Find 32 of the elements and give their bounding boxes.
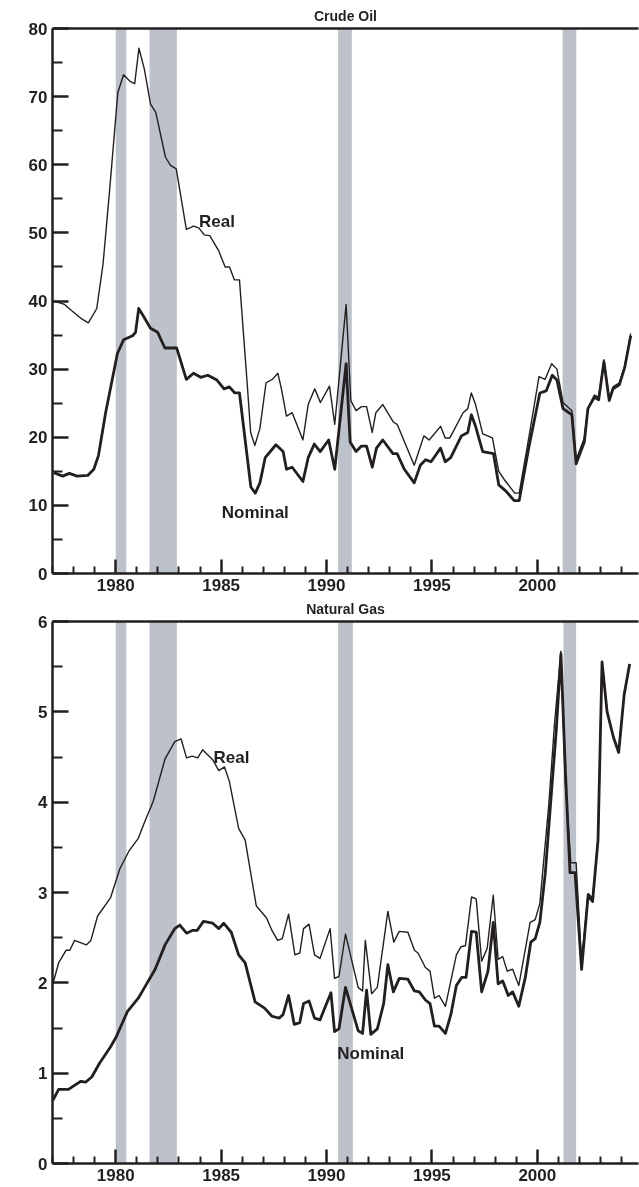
y-tick-label: 60 xyxy=(28,155,48,175)
y-tick-label: 0 xyxy=(38,564,48,584)
chart-title: Crude Oil xyxy=(314,7,378,24)
series-label: Nominal xyxy=(337,1044,405,1064)
x-tick-label: 1985 xyxy=(202,1165,241,1185)
y-tick-label: 20 xyxy=(28,428,48,448)
series-label: Real xyxy=(213,747,250,767)
chart-title: Natural Gas xyxy=(306,600,386,617)
x-tick-label: 2000 xyxy=(518,1165,557,1185)
y-tick-label: 3 xyxy=(38,883,48,903)
series-label: Real xyxy=(198,211,235,231)
y-tick-label: 80 xyxy=(28,19,48,39)
y-tick-label: 6 xyxy=(38,612,48,632)
y-tick-label: 5 xyxy=(38,702,48,722)
x-tick-label: 1995 xyxy=(413,575,451,595)
y-tick-label: 0 xyxy=(38,1154,48,1174)
y-tick-label: 10 xyxy=(28,496,48,516)
series-label: Nominal xyxy=(221,503,289,523)
x-tick-label: 1995 xyxy=(413,1165,451,1185)
y-tick-label: 4 xyxy=(38,793,49,813)
x-tick-label: 2000 xyxy=(518,575,557,595)
x-tick-label: 1990 xyxy=(307,1165,346,1185)
x-tick-label: 1980 xyxy=(96,575,135,595)
y-tick-label: 30 xyxy=(28,360,48,380)
y-tick-label: 50 xyxy=(28,223,48,243)
x-tick-label: 1990 xyxy=(307,575,346,595)
y-tick-label: 1 xyxy=(38,1064,48,1084)
x-tick-label: 1980 xyxy=(96,1165,135,1185)
x-tick-label: 1985 xyxy=(202,575,241,595)
y-tick-label: 2 xyxy=(38,973,48,993)
y-tick-label: 70 xyxy=(28,87,48,107)
y-tick-label: 40 xyxy=(28,292,48,311)
